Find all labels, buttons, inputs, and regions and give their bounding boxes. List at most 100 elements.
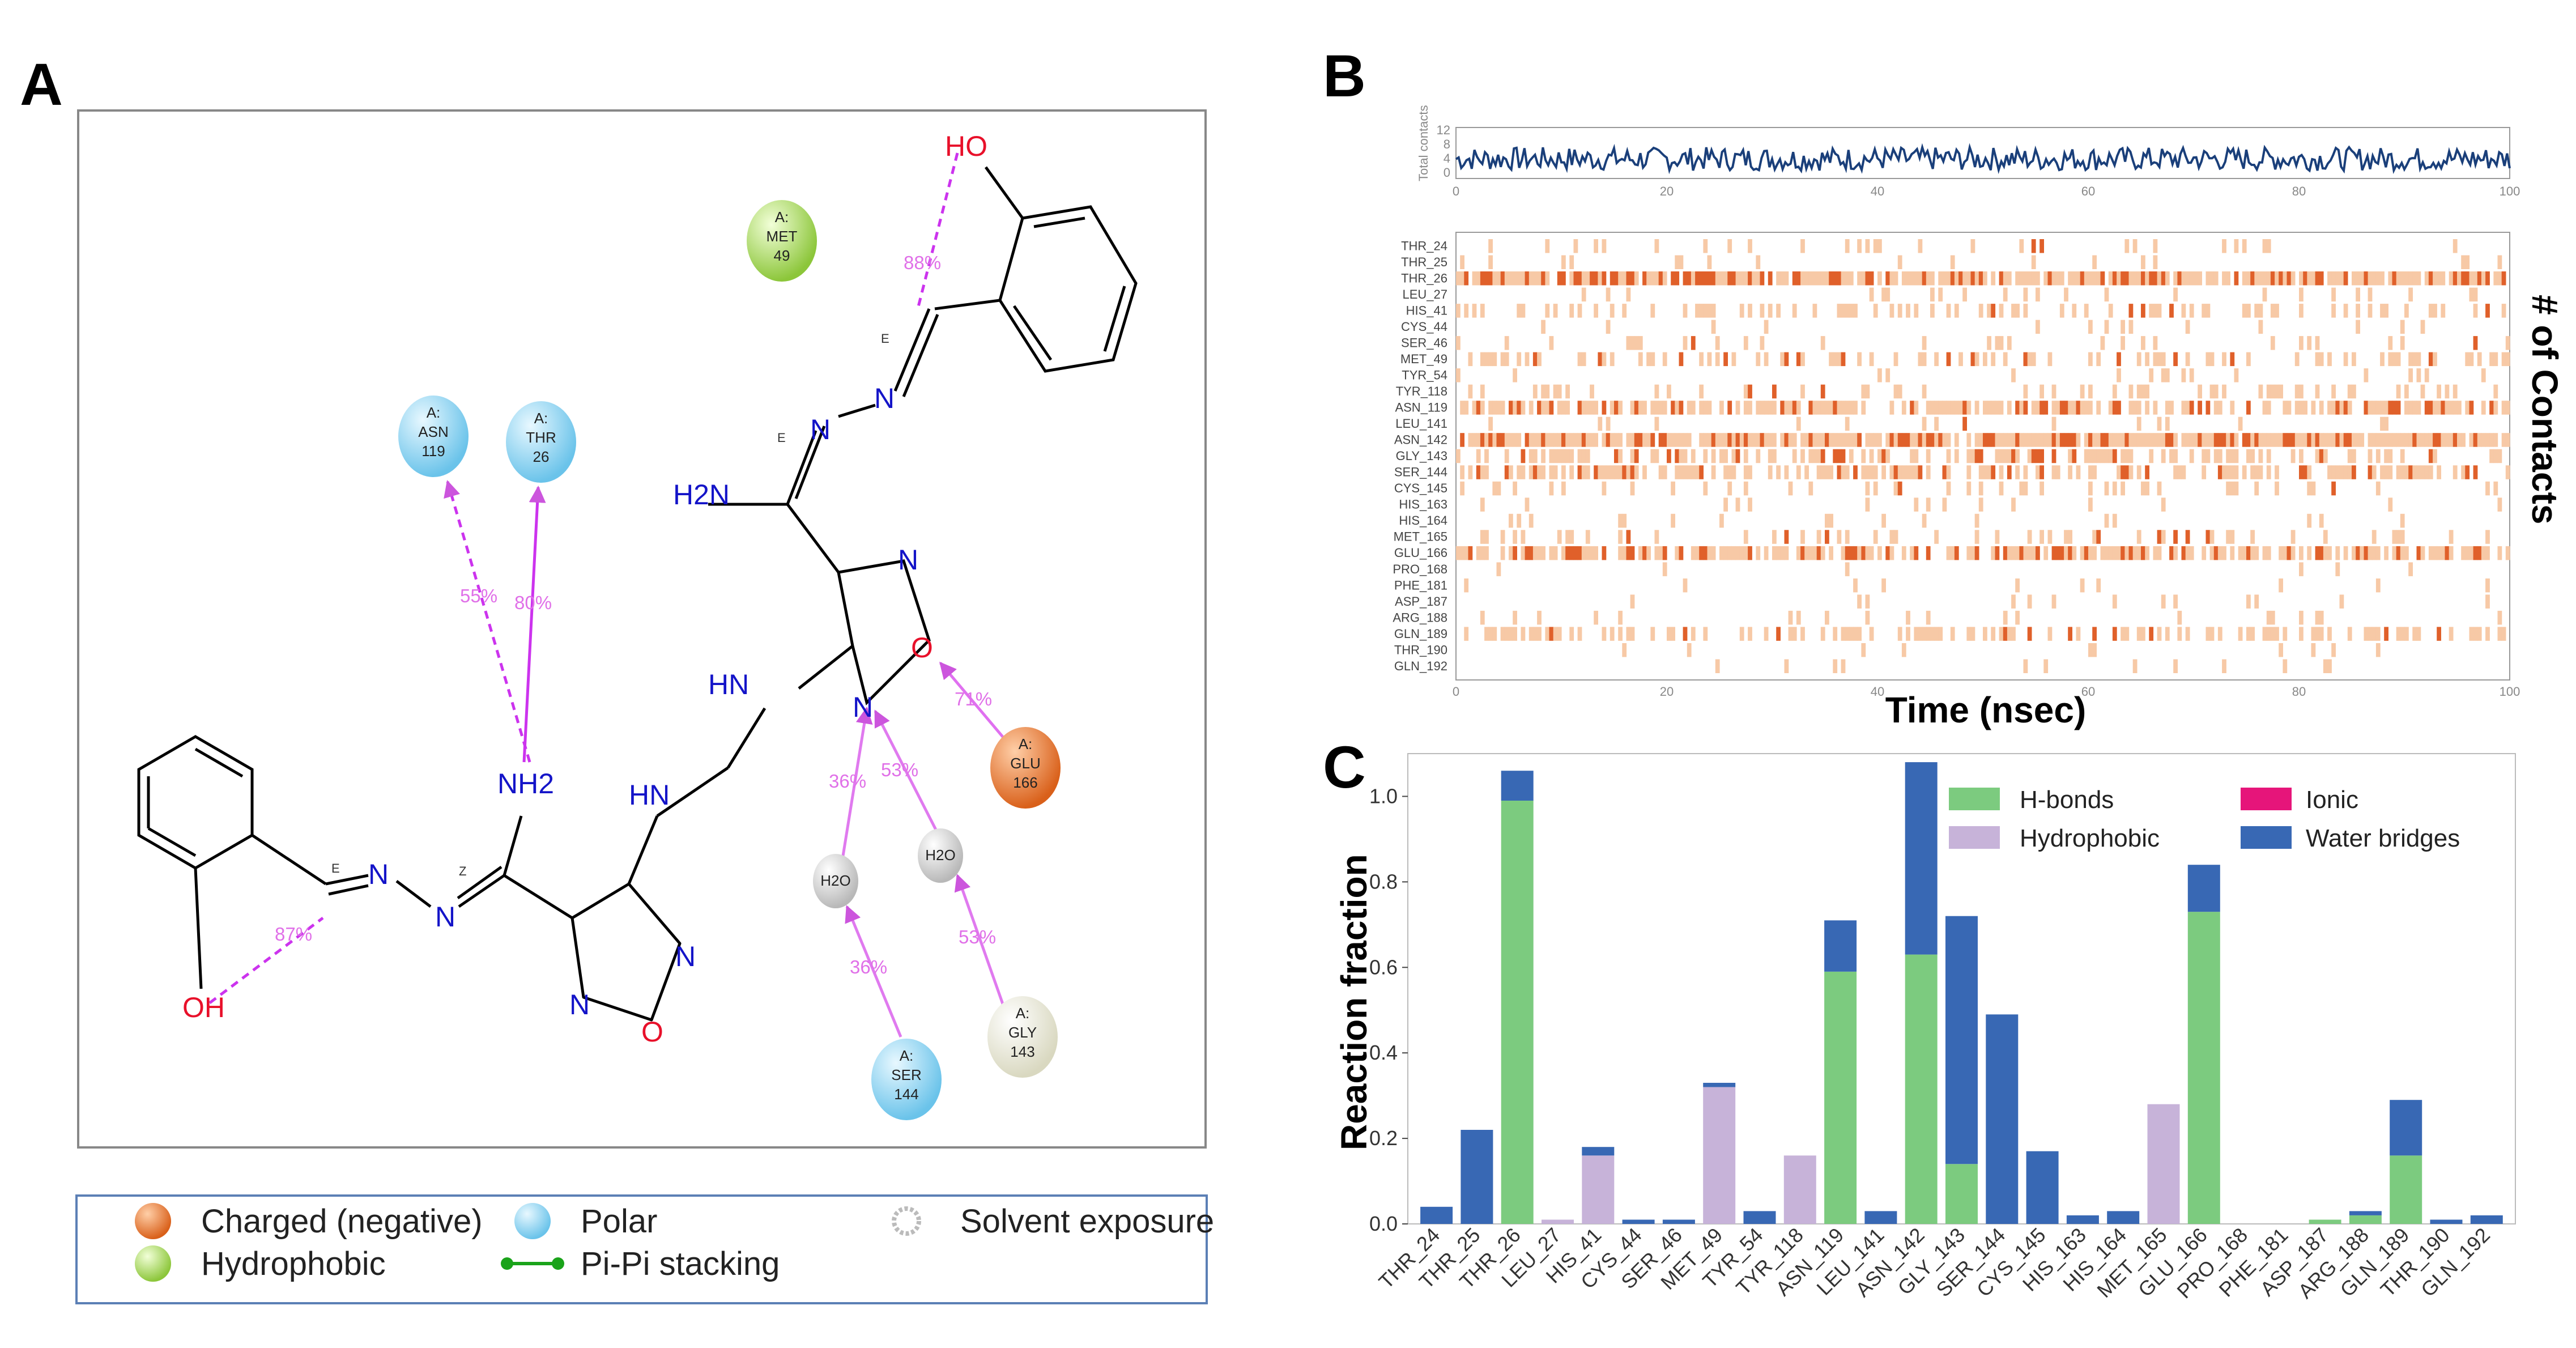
heatmap-cell <box>2323 449 2328 463</box>
atom-nh2: NH2 <box>497 768 554 800</box>
heatmap-cell <box>1970 271 1975 286</box>
heatmap-cell <box>2347 433 2352 447</box>
heatmap-cell <box>1897 481 1902 496</box>
heatmap-cell <box>2424 465 2429 479</box>
heatmap-cell <box>2327 659 2332 673</box>
heatmap-cell <box>2124 449 2130 463</box>
legend-solvent: Solvent exposure <box>960 1203 1214 1240</box>
heatmap-cell <box>2497 255 2502 269</box>
heatmap-cell <box>2092 643 2097 657</box>
bar-yticks: 0.00.20.40.60.81.0 <box>1369 784 1408 1235</box>
heatmap-cell <box>2047 433 2053 447</box>
heatmap-xtick: 0 <box>1453 684 1459 699</box>
heatmap-cell <box>1577 465 1582 479</box>
heatmap-cell <box>1792 401 1797 415</box>
molecule-bonds <box>137 166 1138 1022</box>
panel-a-frame <box>77 109 1207 1149</box>
heatmap-cell <box>1768 433 1773 447</box>
heatmap-cell <box>2242 465 2247 479</box>
heatmap-cell <box>1626 627 1631 641</box>
heatmap-cell <box>1816 271 1821 286</box>
heatmap-cell <box>2327 433 2332 447</box>
heatmap-cell <box>1545 627 1550 641</box>
heatmap-cell <box>2059 546 2064 560</box>
heatmap-cell <box>2250 433 2255 447</box>
heatmap-cell <box>2031 449 2036 463</box>
heatmap-cell <box>1549 481 1554 496</box>
heatmap-cell <box>2230 352 2235 367</box>
heatmap-cell <box>1914 304 1919 318</box>
heatmap-cell <box>1978 497 1983 512</box>
heatmap-cell <box>1966 271 1972 286</box>
heatmap-cell <box>1687 465 1692 479</box>
heatmap-cell <box>1914 433 1919 447</box>
heatmap-cell <box>1833 627 1838 641</box>
heatmap-cell <box>1654 416 1659 431</box>
heatmap-cell <box>1812 304 1817 318</box>
heatmap-cell <box>2331 433 2336 447</box>
heatmap-cell <box>1711 546 1716 560</box>
heatmap-cell <box>2246 271 2251 286</box>
heatmap-cell <box>1488 416 1493 431</box>
heatmap-cell <box>2217 546 2222 560</box>
heatmap-cell <box>2404 465 2409 479</box>
heatmap-cell <box>1650 627 1655 641</box>
heatmap-cell <box>2392 401 2397 415</box>
heatmap-cell <box>2501 352 2506 367</box>
heatmap-cell <box>1707 401 1712 415</box>
bar-h-bonds <box>2349 1215 2382 1224</box>
heatmap-cell <box>1946 546 1951 560</box>
heatmap-cell <box>1966 433 1972 447</box>
heatmap-cell <box>2121 546 2125 560</box>
heatmap-cell <box>1739 271 1744 286</box>
heatmap-cell <box>2428 546 2433 560</box>
heatmap-cell <box>2311 627 2316 641</box>
heatmap-cell <box>1946 271 1951 286</box>
heatmap-cell <box>1513 481 1517 496</box>
heatmap-cell <box>2485 481 2490 496</box>
heatmap-cell <box>1962 401 1967 415</box>
heatmap-cell <box>2039 384 2044 399</box>
heatmap-cell <box>1889 465 1894 479</box>
heatmap-cell <box>2100 546 2105 560</box>
heatmap-cell <box>1974 271 1979 286</box>
bar-water-bridges <box>1864 1211 1897 1224</box>
heatmap-cell <box>2327 401 2332 415</box>
heatmap-cell <box>2388 497 2393 512</box>
heatmap-cell <box>2064 287 2068 302</box>
ytick-label: 0.0 <box>1369 1212 1398 1235</box>
heatmap-cell <box>2473 271 2478 286</box>
heatmap-cell <box>1707 352 1712 367</box>
heatmap-cell <box>2173 530 2178 544</box>
heatmap-cell <box>1500 352 1505 367</box>
heatmap-cell <box>1869 449 1874 463</box>
heatmap-cell <box>1991 546 1996 560</box>
heatmap-cell <box>2299 304 2304 318</box>
heatmap-cell <box>2266 465 2271 479</box>
heatmap-cell <box>1820 433 1825 447</box>
heatmap-cell <box>2238 416 2243 431</box>
heatmap-cell <box>1849 433 1854 447</box>
heatmap-cell <box>2441 271 2446 286</box>
bar-h-bonds <box>1945 1164 1978 1224</box>
heatmap-cell <box>1743 433 1748 447</box>
heatmap-cell <box>1938 271 1943 286</box>
heatmap-cell <box>1918 627 1923 641</box>
heatmap-cell <box>1873 433 1878 447</box>
heatmap-cell <box>2019 401 2024 415</box>
heatmap-cell <box>2173 465 2178 479</box>
heatmap-cell <box>1581 465 1586 479</box>
heatmap-cell <box>2092 530 2097 544</box>
heatmap-cell <box>2043 546 2049 560</box>
heatmap-cell <box>2331 481 2336 496</box>
heatmap-cell <box>2198 271 2202 286</box>
heatmap-cell <box>2335 546 2340 560</box>
heatmap-cell <box>1569 627 1574 641</box>
heatmap-row-label: HIS_41 <box>1406 304 1447 318</box>
heatmap-cell <box>2477 271 2482 286</box>
heatmap-cell <box>2437 627 2441 641</box>
heatmap-cell <box>2088 384 2093 399</box>
heatmap-cell <box>2452 271 2458 286</box>
heatmap-cell <box>1707 255 1712 269</box>
heatmap-cell <box>1897 384 1902 399</box>
